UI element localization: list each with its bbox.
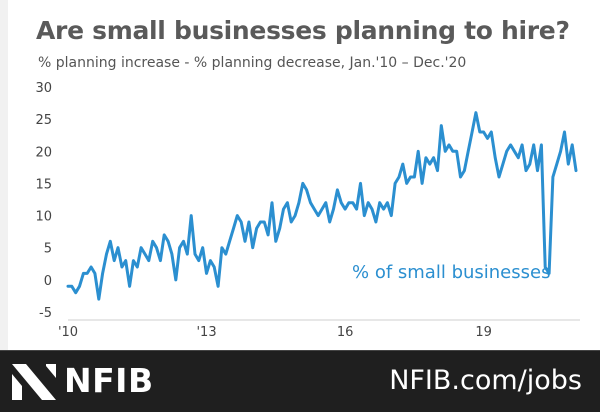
x-tick-label: '13: [196, 325, 216, 340]
y-tick-label: 10: [35, 210, 52, 225]
x-tick-label: 19: [475, 325, 492, 340]
nfib-logo-wordmark: NFIB: [64, 361, 154, 400]
x-tick-label: 16: [337, 325, 354, 340]
y-tick-label: 0: [44, 274, 52, 289]
y-tick-label: 5: [44, 242, 52, 257]
y-tick-label: 15: [35, 177, 52, 192]
chart-title: Are small businesses planning to hire?: [36, 16, 570, 45]
chart-panel: [8, 0, 600, 350]
y-tick-label: -5: [39, 306, 52, 321]
y-tick-label: 20: [35, 145, 52, 160]
chart-subtitle: % planning increase - % planning decreas…: [38, 55, 467, 71]
y-tick-label: 30: [35, 81, 52, 96]
nfib-logo-icon: [12, 364, 56, 400]
footer-bar: NFIB NFIB.com/jobs: [0, 350, 600, 412]
y-tick-label: 25: [35, 113, 52, 128]
left-edge-strip: [0, 0, 8, 350]
line-chart: 30 25 20 15 10 5 0 -5 '10 '13 16 19 % of small busin…: [35, 81, 580, 340]
series-annotation-label: % of small businesses: [352, 262, 550, 283]
x-tick-label: '10: [58, 325, 78, 340]
series-line-small-businesses: [66, 111, 578, 301]
footer-url[interactable]: NFIB.com/jobs: [389, 365, 582, 396]
